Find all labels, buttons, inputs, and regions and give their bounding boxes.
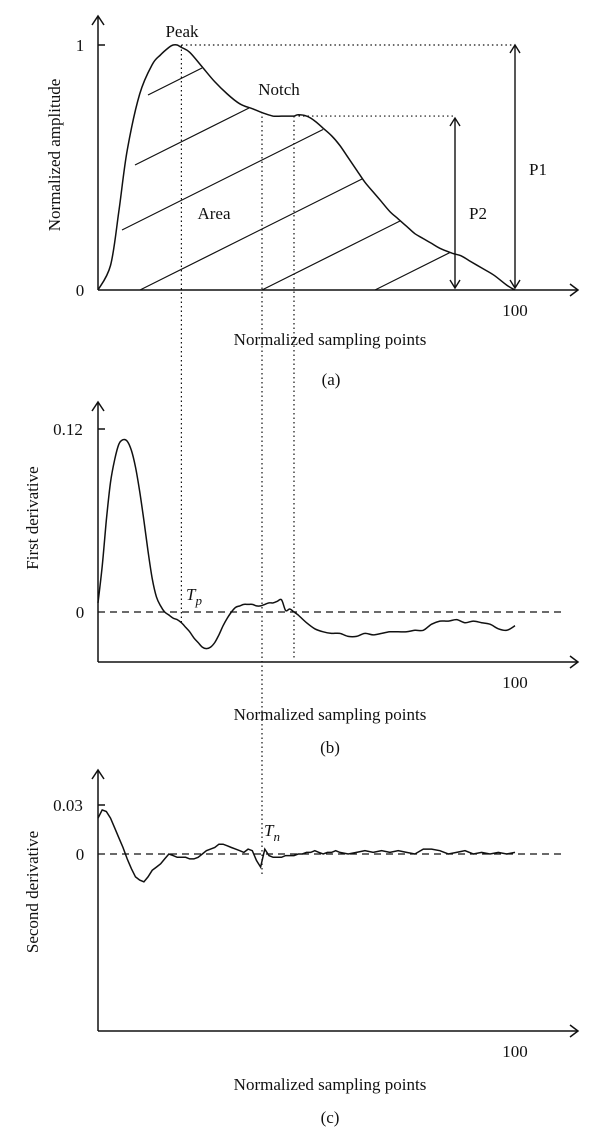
x-axis-arrow <box>569 655 580 669</box>
guide-lines <box>181 44 515 117</box>
x-axis-arrow <box>569 1024 580 1038</box>
p1-label: P1 <box>529 160 547 179</box>
tp-label-subscript: p <box>194 593 202 608</box>
area-hatching <box>121 67 451 291</box>
hatch-line <box>139 178 363 291</box>
x-axis-label: Normalized sampling points <box>234 1075 427 1094</box>
hatch-line <box>134 107 250 166</box>
x-tick-label-100: 100 <box>502 301 528 320</box>
notch-label: Notch <box>258 80 300 99</box>
y-tick-label-1: 1 <box>76 36 85 55</box>
y-tick-label-0: 0 <box>76 281 85 300</box>
panel-caption-c: (c) <box>321 1108 340 1127</box>
hatch-line <box>147 67 203 96</box>
y-axis-arrow <box>91 768 105 780</box>
peak-label: Peak <box>165 22 199 41</box>
y-axis-label: Normalized amplitude <box>45 79 64 231</box>
panel-caption-a: (a) <box>322 370 341 389</box>
pulse-waveform-line <box>97 43 516 291</box>
y-tick-label-012: 0.12 <box>53 420 83 439</box>
x-tick-label-100: 100 <box>502 673 528 692</box>
y-axis-arrow <box>91 400 105 412</box>
y-axis-label: First derivative <box>23 466 42 569</box>
panel-a-normalized-amplitude: 1 0 100 Normalized amplitude Normalized … <box>45 14 580 389</box>
p2-arrow-head-top <box>449 116 461 127</box>
reference-lines <box>180 45 295 875</box>
tp-label-main: T <box>186 585 197 604</box>
tn-label-subscript: n <box>273 829 280 844</box>
hatch-line <box>374 251 451 291</box>
p2-arrow-head-bottom <box>449 279 461 290</box>
p1-arrow-head-bottom <box>509 279 521 290</box>
y-tick-label-003: 0.03 <box>53 796 83 815</box>
panel-caption-b: (b) <box>320 738 340 757</box>
tn-label-main: T <box>264 821 275 840</box>
x-axis-label: Normalized sampling points <box>234 705 427 724</box>
panel-c-second-derivative: 0.03 0 100 Second derivative Normalized … <box>23 768 580 1127</box>
y-axis-label: Second derivative <box>23 831 42 953</box>
panel-b-first-derivative: 0.12 0 100 First derivative Normalized s… <box>23 400 580 757</box>
tp-label: Tp <box>186 585 202 608</box>
p1-arrow-head-top <box>509 43 521 54</box>
y-tick-label-0: 0 <box>76 845 85 864</box>
area-label: Area <box>197 204 230 223</box>
hatch-line <box>261 220 401 291</box>
hatch-line <box>121 128 324 231</box>
x-axis-label: Normalized sampling points <box>234 330 427 349</box>
first-derivative-line <box>97 438 516 650</box>
x-tick-label-100: 100 <box>502 1042 528 1061</box>
tn-label: Tn <box>264 821 280 844</box>
amplitude-arrows <box>449 43 521 290</box>
y-tick-label-0: 0 <box>76 603 85 622</box>
p2-label: P2 <box>469 204 487 223</box>
second-derivative-line <box>97 808 516 883</box>
x-axis-arrow <box>569 283 580 297</box>
y-axis-arrow <box>91 14 105 26</box>
